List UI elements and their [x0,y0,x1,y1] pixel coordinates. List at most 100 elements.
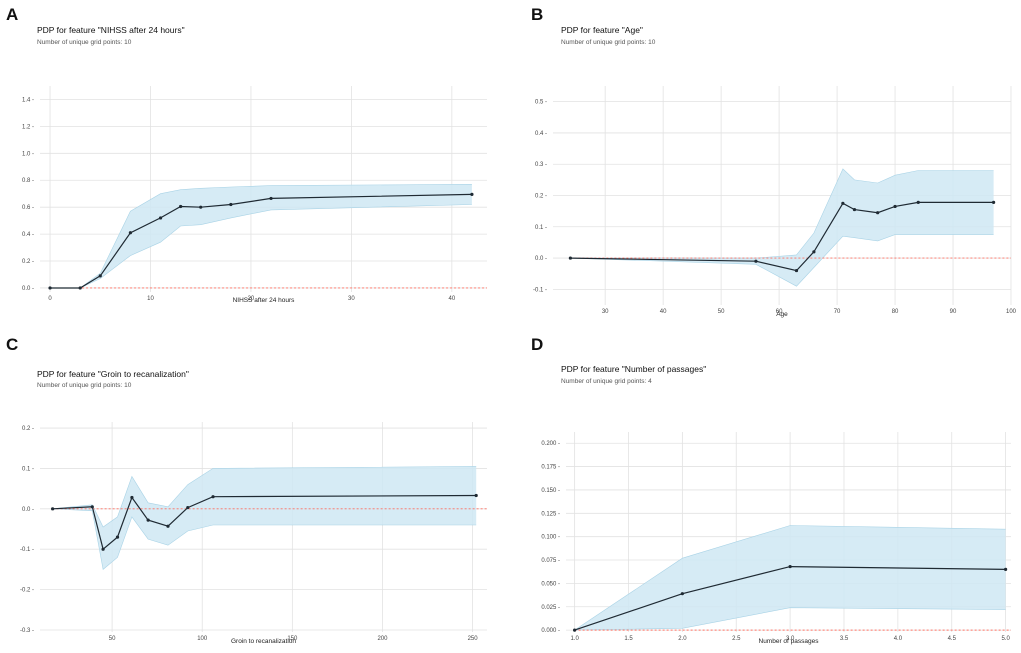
panel-d-xtick-label: 1.0 [570,636,579,642]
panel-d-xtick-label: 3.0 [786,636,795,642]
panel-d-xlabel: Number of passages [759,638,820,645]
panel-a-ytick-label: 0.8 - [22,178,34,184]
panel-d-xtick-label: 4.0 [894,636,903,642]
panel-d-ytick-label: 0.025 - [541,605,560,611]
panel-d-point-3 [1004,567,1008,571]
panel-d-xtick-label: 2.0 [678,636,687,642]
panel-d-ytick-label: 0.150 - [541,488,560,494]
panel-c-point-1 [90,505,94,509]
panel-d-band-lower-edge [574,607,1006,631]
panel-c-svg: C PDP for feature "Groin to recanalizati… [6,335,487,645]
panel-a-point-5 [179,204,183,209]
panel-d-point-0 [573,628,577,632]
panel-c-ytick-label: -0.3 - [20,628,34,634]
panel-b-points [568,200,996,273]
panel-b-ytick-label: 0.5 - [535,100,547,106]
panel-a-point-1 [78,286,82,290]
panel-c-point-4 [130,495,134,500]
panel-b-ytick-label: 0.4 - [535,131,547,137]
panel-c-point-5 [146,518,150,522]
panel-b-point-8 [916,200,920,204]
panel-a-point-3 [128,231,133,235]
panel-d-ytick-label: 0.100 - [541,535,560,541]
panel-a-point-7 [229,202,233,207]
panel-c-xtick-label: 50 [109,636,116,642]
panel-d-ytick-label: 0.075 - [541,558,560,564]
panel-c-points [51,493,478,551]
panel-c-title: PDP for feature "Groin to recanalization… [37,369,189,379]
panel-c-point-6 [166,524,170,528]
panel-a-point-9 [470,192,474,196]
panel-b-point-0 [568,256,572,260]
panel-c-ytick-label: 0.0 - [22,507,34,513]
panel-c-xtick-label: 100 [197,636,208,642]
panel-a-title: PDP for feature "NIHSS after 24 hours" [37,25,185,35]
panel-b: B PDP for feature "Age" Number of unique… [511,0,1021,326]
panel-d-pdp-line [574,565,1006,631]
panel-a-band-lower-edge [50,204,472,289]
panel-c-xtick-label: 250 [468,636,479,642]
panel-b-title: PDP for feature "Age" [561,25,643,35]
panel-c-point-7 [186,506,190,510]
panel-c-point-8 [211,495,215,499]
panel-c-point-2 [101,547,105,551]
panel-b-label: B [531,5,543,24]
panel-b-xtick-label: 40 [660,309,667,315]
panel-c-yticks: -0.3 - -0.2 - -0.1 - 0.0 - 0.1 - 0.2 - [20,426,34,634]
panel-b-xtick-label: 30 [602,309,609,315]
panel-d-yticks: 0.000 - 0.025 - 0.050 - 0.075 - 0.100 - 0.125… [541,441,560,634]
panel-a-point-4 [158,216,163,220]
panel-b-xtick-label: 80 [892,309,899,315]
panel-b-point-9 [992,200,996,204]
panel-a-pdp-line [50,193,472,289]
panel-b-point-5 [852,207,857,212]
panel-c-ytick-label: -0.2 - [20,588,34,594]
panel-d-points [573,564,1008,632]
panel-c-label: C [6,335,18,354]
panel-b-point-6 [876,211,880,215]
panel-d-subtitle: Number of unique grid points: 4 [561,378,652,385]
panel-b-xtick-label: 50 [718,309,725,315]
panel-c-pdp-line [52,494,477,551]
panel-b-pdp-line [570,201,994,272]
panel-a-points [48,192,474,290]
panel-a-point-0 [48,286,52,290]
panel-d-xtick-label: 1.5 [624,636,633,642]
panel-d-band [574,525,1006,631]
panel-a-svg: A PDP for feature "NIHSS after 24 hours"… [6,5,487,304]
panel-d-ytick-label: 0.000 - [541,628,560,634]
panel-d-ytick-label: 0.200 - [541,441,560,447]
panel-d-band-upper-edge [574,525,1006,631]
panel-b-ytick-label: -0.1 - [533,287,547,293]
panel-a-ytick-label: 1.4 - [22,97,34,103]
panel-b-point-2 [794,268,799,273]
panel-b-ytick-label: 0.1 - [535,225,547,231]
panel-a-xtick-label: 20 [248,296,255,302]
panel-b-xtick-label: 70 [834,309,841,315]
panel-a-yticks: 0.0 - 0.2 - 0.4 - 0.6 - 0.8 - 1.0 - 1.2 - 1.4 - [22,97,34,291]
panel-b-svg: B PDP for feature "Age" Number of unique… [531,5,1017,318]
panel-c-xtick-label: 200 [377,636,388,642]
panel-a-xtick-label: 40 [448,296,455,302]
panel-c: C PDP for feature "Groin to recanalizati… [0,327,510,653]
panel-b-band-lower-edge [570,234,994,287]
panel-c-band-lower-edge [52,508,477,570]
panel-a-ytick-label: 1.0 - [22,151,34,157]
panel-a-point-8 [269,196,273,201]
panel-c-ytick-label: 0.1 - [22,466,34,472]
panel-a-subtitle: Number of unique grid points: 10 [37,39,132,46]
panel-a-label: A [6,5,18,24]
panel-d-xtick-label: 3.5 [840,636,849,642]
panel-a-xtick-label: 10 [147,296,154,302]
panel-d-xtick-label: 5.0 [1001,636,1010,642]
panel-b-xlabel: Age [776,311,788,318]
panel-b-ytick-label: 0.3 - [535,162,547,168]
panel-b-band [570,168,994,287]
panel-b-ytick-label: 0.2 - [535,194,547,200]
panel-c-xlabel: Groin to recanalization [231,638,296,645]
panel-a-point-6 [199,205,203,209]
panel-a-ytick-label: 0.0 - [22,286,34,292]
panel-c-subtitle: Number of unique grid points: 10 [37,382,132,389]
panel-b-point-1 [754,259,758,263]
panel-a-xlabel: NIHSS after 24 hours [233,297,296,304]
